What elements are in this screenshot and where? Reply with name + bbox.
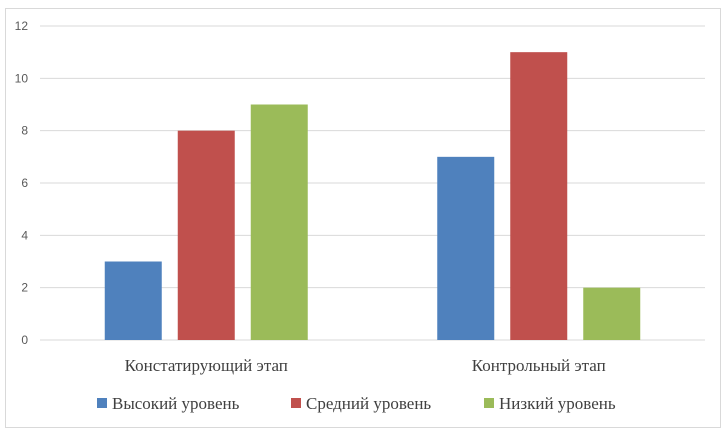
bar-low-2 [583, 287, 641, 340]
legend-label: Высокий уровень [112, 394, 240, 413]
y-tick-label: 2 [21, 281, 28, 295]
x-axis-categories: Констатирующий этап Контрольный этап [125, 356, 606, 375]
legend-label: Низкий уровень [499, 394, 616, 413]
y-axis-ticks: 0 2 4 6 8 10 12 [15, 19, 29, 347]
bar-medium-1 [177, 130, 235, 340]
legend-swatch [291, 398, 301, 408]
y-tick-label: 4 [21, 228, 28, 242]
bar-medium-2 [510, 52, 568, 341]
legend-label: Средний уровень [306, 394, 431, 413]
legend: Высокий уровень Средний уровень Низкий уро… [97, 394, 616, 413]
y-tick-label: 12 [15, 19, 29, 33]
bar-low-1 [250, 104, 308, 340]
legend-swatch [97, 398, 107, 408]
y-tick-label: 6 [21, 176, 28, 190]
x-category-label: Констатирующий этап [125, 356, 288, 375]
y-tick-label: 8 [21, 124, 28, 138]
bars [104, 52, 641, 341]
bar-high-1 [104, 261, 162, 340]
x-category-label: Контрольный этап [472, 356, 606, 375]
legend-swatch [484, 398, 494, 408]
y-tick-label: 10 [15, 71, 29, 85]
bar-high-2 [437, 156, 495, 340]
y-tick-label: 0 [21, 333, 28, 347]
